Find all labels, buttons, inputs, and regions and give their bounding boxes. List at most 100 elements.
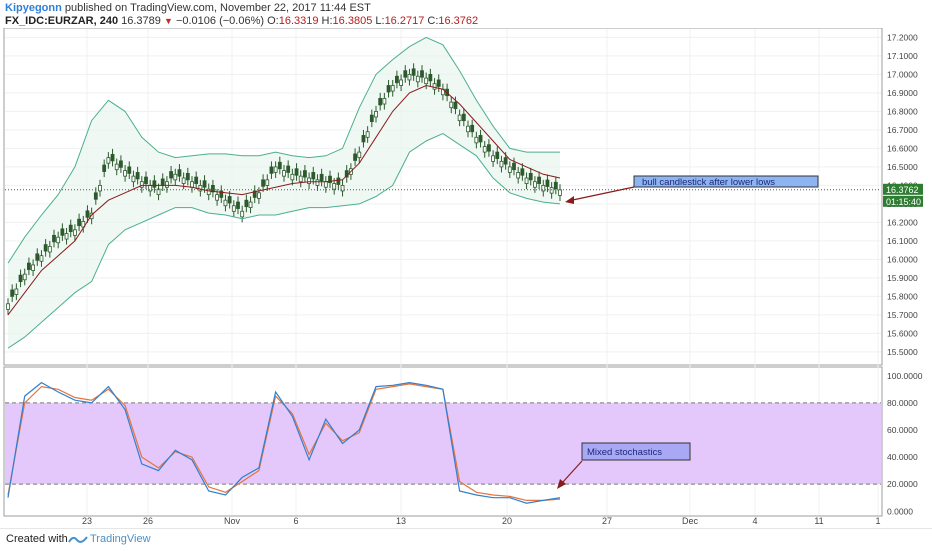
candle[interactable] [265,179,270,186]
candle[interactable] [22,273,27,281]
candle[interactable] [411,68,416,76]
candle[interactable] [73,229,77,236]
stoch-axis[interactable]: 100.0000 80.0000 60.0000 40.0000 20.0000 0.00… [887,371,923,517]
candle[interactable] [457,114,462,122]
candle[interactable] [14,288,19,295]
candle[interactable] [64,233,69,240]
candle[interactable] [102,164,107,172]
candle[interactable] [52,234,56,243]
candle[interactable] [323,181,328,188]
candle[interactable] [357,151,362,159]
candle[interactable] [39,255,44,262]
candle[interactable] [449,101,454,109]
candle[interactable] [165,181,169,188]
candle[interactable] [420,70,424,78]
candle[interactable] [89,212,94,220]
candle[interactable] [215,194,219,201]
candle[interactable] [537,176,541,184]
candle[interactable] [194,176,199,184]
candle[interactable] [369,114,374,122]
candle[interactable] [190,181,194,188]
candle[interactable] [160,178,165,186]
candle[interactable] [294,168,299,176]
candle[interactable] [503,157,508,165]
candle[interactable] [60,228,65,236]
candle[interactable] [135,172,140,180]
candle[interactable] [474,136,479,144]
candle[interactable] [528,172,533,181]
candle[interactable] [524,177,529,184]
candle[interactable] [114,163,119,171]
candle[interactable] [139,181,144,188]
candle[interactable] [487,144,491,152]
candle[interactable] [273,166,278,173]
candle[interactable] [482,146,487,153]
stoch-annotation-box[interactable] [581,442,691,461]
candle[interactable] [219,190,224,198]
candle[interactable] [31,264,35,271]
candle[interactable] [98,184,102,192]
candle[interactable] [361,135,366,143]
candle[interactable] [553,181,558,190]
candle[interactable] [152,180,157,188]
candle[interactable] [93,192,98,200]
candle[interactable] [311,172,316,180]
candle[interactable] [290,173,295,181]
candle[interactable] [453,101,458,110]
candle[interactable] [428,74,433,82]
candle[interactable] [244,199,249,208]
candle[interactable] [407,74,412,81]
candle[interactable] [533,181,537,188]
candle[interactable] [18,274,23,282]
candle[interactable] [432,83,437,90]
candle[interactable] [328,175,332,184]
candle[interactable] [131,175,136,183]
candle[interactable] [298,175,303,183]
candle[interactable] [549,187,554,194]
candle[interactable] [144,176,148,184]
candle[interactable] [436,79,441,87]
candle[interactable] [332,183,337,190]
candle[interactable] [466,125,470,133]
candle[interactable] [512,162,516,171]
stoch-annotation[interactable]: Mixed stochastics [557,442,691,489]
candle[interactable] [236,201,240,209]
candle[interactable] [286,165,291,173]
candle[interactable] [277,161,282,170]
candle[interactable] [353,153,357,161]
candle[interactable] [56,236,61,244]
candle[interactable] [478,135,483,143]
candle[interactable] [415,75,420,83]
tradingview-brand-link[interactable]: TradingView [90,533,151,545]
candle[interactable] [106,157,111,164]
candle[interactable] [541,184,546,192]
author-link[interactable]: Kipyegonn [5,2,62,14]
candle[interactable] [240,210,245,218]
candle[interactable] [127,166,132,174]
candle[interactable] [227,196,232,204]
candle[interactable] [378,98,383,106]
candlesticks[interactable] [6,63,562,315]
price-axis[interactable]: 17.2000 17.1000 17.0000 16.9000 16.8000 16.70… [887,32,918,357]
candle[interactable] [77,218,81,227]
candle[interactable] [185,172,190,181]
candle[interactable] [307,177,311,184]
candle[interactable] [395,75,399,84]
chart-frame[interactable]: 17.2000 17.1000 17.0000 16.9000 16.8000 16.70… [0,28,932,526]
candle[interactable] [257,192,261,199]
candle[interactable] [231,205,236,212]
candle[interactable] [282,170,286,177]
candle[interactable] [470,124,475,133]
candle[interactable] [173,173,178,181]
candle[interactable] [461,113,466,122]
candle[interactable] [499,160,504,168]
candle[interactable] [399,79,403,86]
candle[interactable] [374,111,378,118]
candle[interactable] [198,184,203,192]
candle[interactable] [495,151,500,159]
price-annotation[interactable]: bull candlestick after lower lows [565,175,819,204]
candle[interactable] [6,303,10,310]
candle[interactable] [424,77,429,85]
candle[interactable] [507,166,512,173]
candle[interactable] [85,210,90,218]
